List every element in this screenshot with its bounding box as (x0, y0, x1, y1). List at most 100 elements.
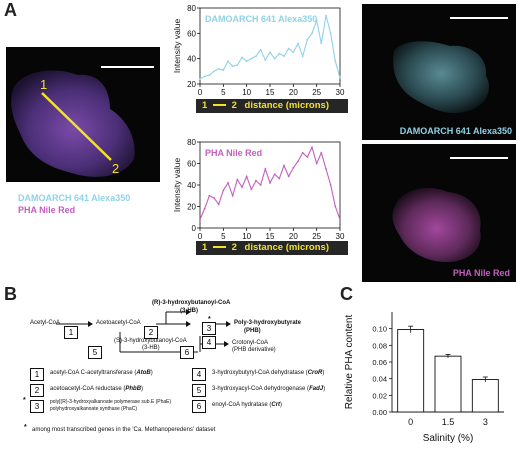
x-tick-label: 10 (242, 88, 251, 97)
right-label-damoarch: DAMOARCH 641 Alexa350 (399, 126, 512, 136)
node-s3hb: (S)-3-hydroxybutanoyl-CoA (114, 338, 187, 344)
x-tick-label: 15 (266, 232, 275, 241)
data-point (250, 188, 253, 191)
x-tick-label: 30 (336, 88, 345, 97)
y-tick-label: 0.02 (372, 391, 387, 400)
data-point (339, 218, 341, 221)
y-tick-label: 80 (187, 138, 196, 147)
legend-box: 1 (30, 368, 44, 381)
node-phb: Poly-3-hydroxybutyrate (234, 320, 302, 326)
x-tick-label: 25 (312, 88, 321, 97)
data-point (241, 186, 243, 189)
data-point (203, 207, 206, 210)
y-tick-label: 40 (187, 181, 196, 190)
distance-end: 2 (231, 100, 237, 111)
data-point (213, 197, 215, 199)
left-label-pha: PHA Nile Red (18, 205, 76, 215)
data-point (222, 189, 225, 192)
step-box-2: 2 (144, 326, 158, 339)
chart-damoarch: 0 5 10 15 20 25 30 20 40 60 80 DAMOARCH 641 Alexa35… (172, 4, 345, 97)
left-label-damoarch: DAMOARCH 641 Alexa350 (18, 193, 131, 203)
data-point (217, 67, 220, 70)
chart-salinity: 0.00 0.02 0.04 0.06 0.08 0.10 0 1.5 3 Salinity (%… (344, 312, 504, 444)
legend-box: 6 (192, 400, 206, 413)
data-point (334, 205, 337, 208)
x-tick-label: 10 (242, 232, 251, 241)
y-axis-label: Relative PHA content (344, 315, 355, 410)
data-point (306, 38, 309, 41)
data-point (245, 60, 248, 63)
data-point (203, 75, 206, 78)
node-phb-sub: (PHB) (244, 328, 261, 334)
y-tick-label: 0.06 (372, 358, 387, 367)
step-box-6: 6 (180, 346, 194, 359)
micrograph-pha: PHA Nile Red (362, 144, 516, 282)
legend-text: acetyl-CoA C-acetyltransferase (AtoB) (50, 370, 153, 376)
cell-shape-magenta (392, 188, 481, 262)
distance-line-icon (212, 246, 226, 249)
legend-text: acetoacetyl-CoA reductase (PhbB) (50, 386, 144, 392)
x-tick-label: 30 (336, 232, 345, 241)
distance-line-icon (212, 104, 226, 107)
y-tick-label: 0 (192, 224, 197, 233)
pathway-arrows (56, 309, 231, 353)
data-point (236, 64, 239, 66)
x-tick-label: 20 (289, 88, 298, 97)
node-crotonyl-sub: (PHB derivative) (232, 347, 276, 353)
data-point (287, 47, 290, 50)
x-tick-label: 1.5 (442, 417, 455, 427)
chart-pha: 0 5 10 15 20 25 30 0 20 40 60 80 PHA Nile Red Intensi… (172, 138, 345, 241)
step-box-3: 3 (202, 322, 216, 335)
data-point (255, 179, 257, 182)
data-point (325, 14, 327, 17)
data-point (264, 59, 267, 61)
micrograph-merged: 1 2 (6, 47, 160, 182)
data-point (264, 167, 267, 170)
node-crotonyl: Crotonyl-CoA (232, 340, 269, 346)
data-point (227, 181, 229, 184)
legend-text: enoyl-CoA hydratase (Crt) (212, 402, 283, 408)
chart-title: DAMOARCH 641 Alexa350 (205, 14, 317, 24)
data-point (311, 146, 313, 149)
data-point (320, 151, 323, 154)
x-tick-label: 0 (198, 88, 203, 97)
node-s3hb-sub: (3-HB) (142, 345, 160, 351)
data-point (306, 156, 309, 158)
legend-text-2: polyhydroxyalkanoate synthase (PhaC) (50, 406, 137, 412)
data-point (315, 162, 318, 165)
legend-box: 4 (192, 368, 206, 381)
data-point (278, 52, 281, 55)
distance-bar-bottom: 1 2 distance (microns) (196, 241, 348, 255)
legend-box: 3 (30, 400, 44, 413)
profile-line (41, 92, 112, 161)
data-point (217, 203, 220, 206)
data-point (297, 42, 299, 45)
node-acetyl-coa: Acetyl-CoA (30, 320, 61, 326)
data-point (311, 32, 313, 35)
y-tick-label: 20 (187, 203, 196, 212)
legend-star: * (23, 397, 26, 404)
star-marker-3: * (208, 316, 211, 323)
data-point (329, 184, 332, 186)
data-point (231, 65, 234, 68)
y-axis-label: Intensity value (172, 19, 182, 74)
node-r3hb: (R)-3-hydroxybutanoyl-CoA (152, 300, 231, 306)
x-axis-label: Salinity (%) (423, 433, 474, 444)
legend-text: poly[(R)-3-hydroxyalkanoate polymerase s… (50, 399, 172, 405)
y-tick-label: 40 (187, 55, 196, 64)
y-tick-label: 0.00 (372, 408, 387, 417)
legend-text: 3-hydroxybutyryl-CoA dehydratase (CroR) (212, 370, 325, 376)
legend-text: 3-hydroxyacyl-CoA dehydrogenase (FadJ) (212, 386, 326, 392)
data-point (269, 181, 271, 184)
distance-label: distance (microns) (244, 242, 329, 253)
data-point (231, 194, 234, 197)
node-r3hb-sub: (3-HB) (180, 308, 198, 314)
data-point (334, 60, 337, 63)
micrograph-merged-svg: 1 2 (11, 66, 154, 177)
y-tick-label: 80 (187, 4, 196, 13)
data-point (222, 69, 225, 71)
line-start-marker: 1 (40, 77, 47, 92)
distance-bar-top: 1 2 distance (microns) (196, 99, 348, 113)
node-acetoacetyl-coa: Acetoacetyl-CoA (96, 320, 141, 326)
pathway-diagram: Acetyl-CoA 1 Acetoacetyl-CoA 2 (R)-3-hyd… (6, 300, 336, 449)
